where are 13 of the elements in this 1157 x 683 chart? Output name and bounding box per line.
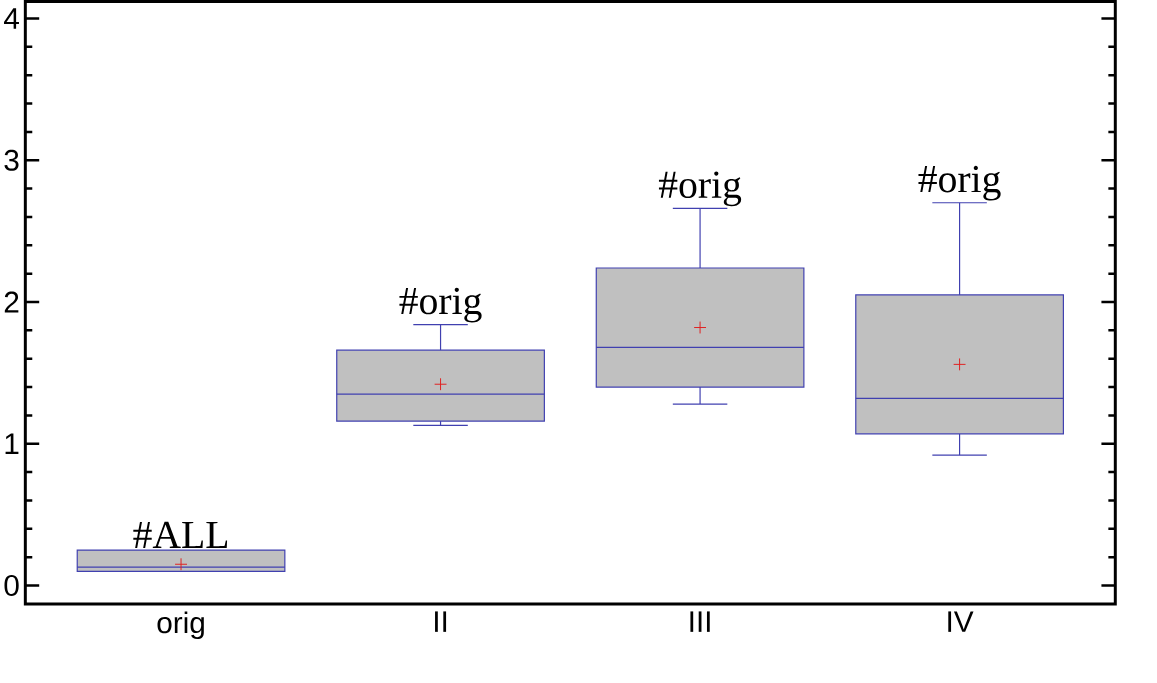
annotation: #orig (399, 287, 482, 323)
annotation: #orig (918, 165, 1001, 201)
y-tick-label: 1 (5, 433, 19, 454)
y-tick-label: 4 (4, 8, 19, 29)
x-tick-label: II (435, 611, 447, 632)
y-tick-label: 2 (4, 291, 19, 313)
annotation: #ALL (133, 521, 228, 548)
y-tick-label: 3 (4, 149, 19, 171)
x-tick-label: orig (157, 611, 204, 639)
x-tick-label: III (690, 611, 710, 632)
y-tick-label: 0 (4, 574, 19, 596)
annotation: #orig (658, 171, 742, 207)
x-tick-label: IV (948, 611, 974, 632)
